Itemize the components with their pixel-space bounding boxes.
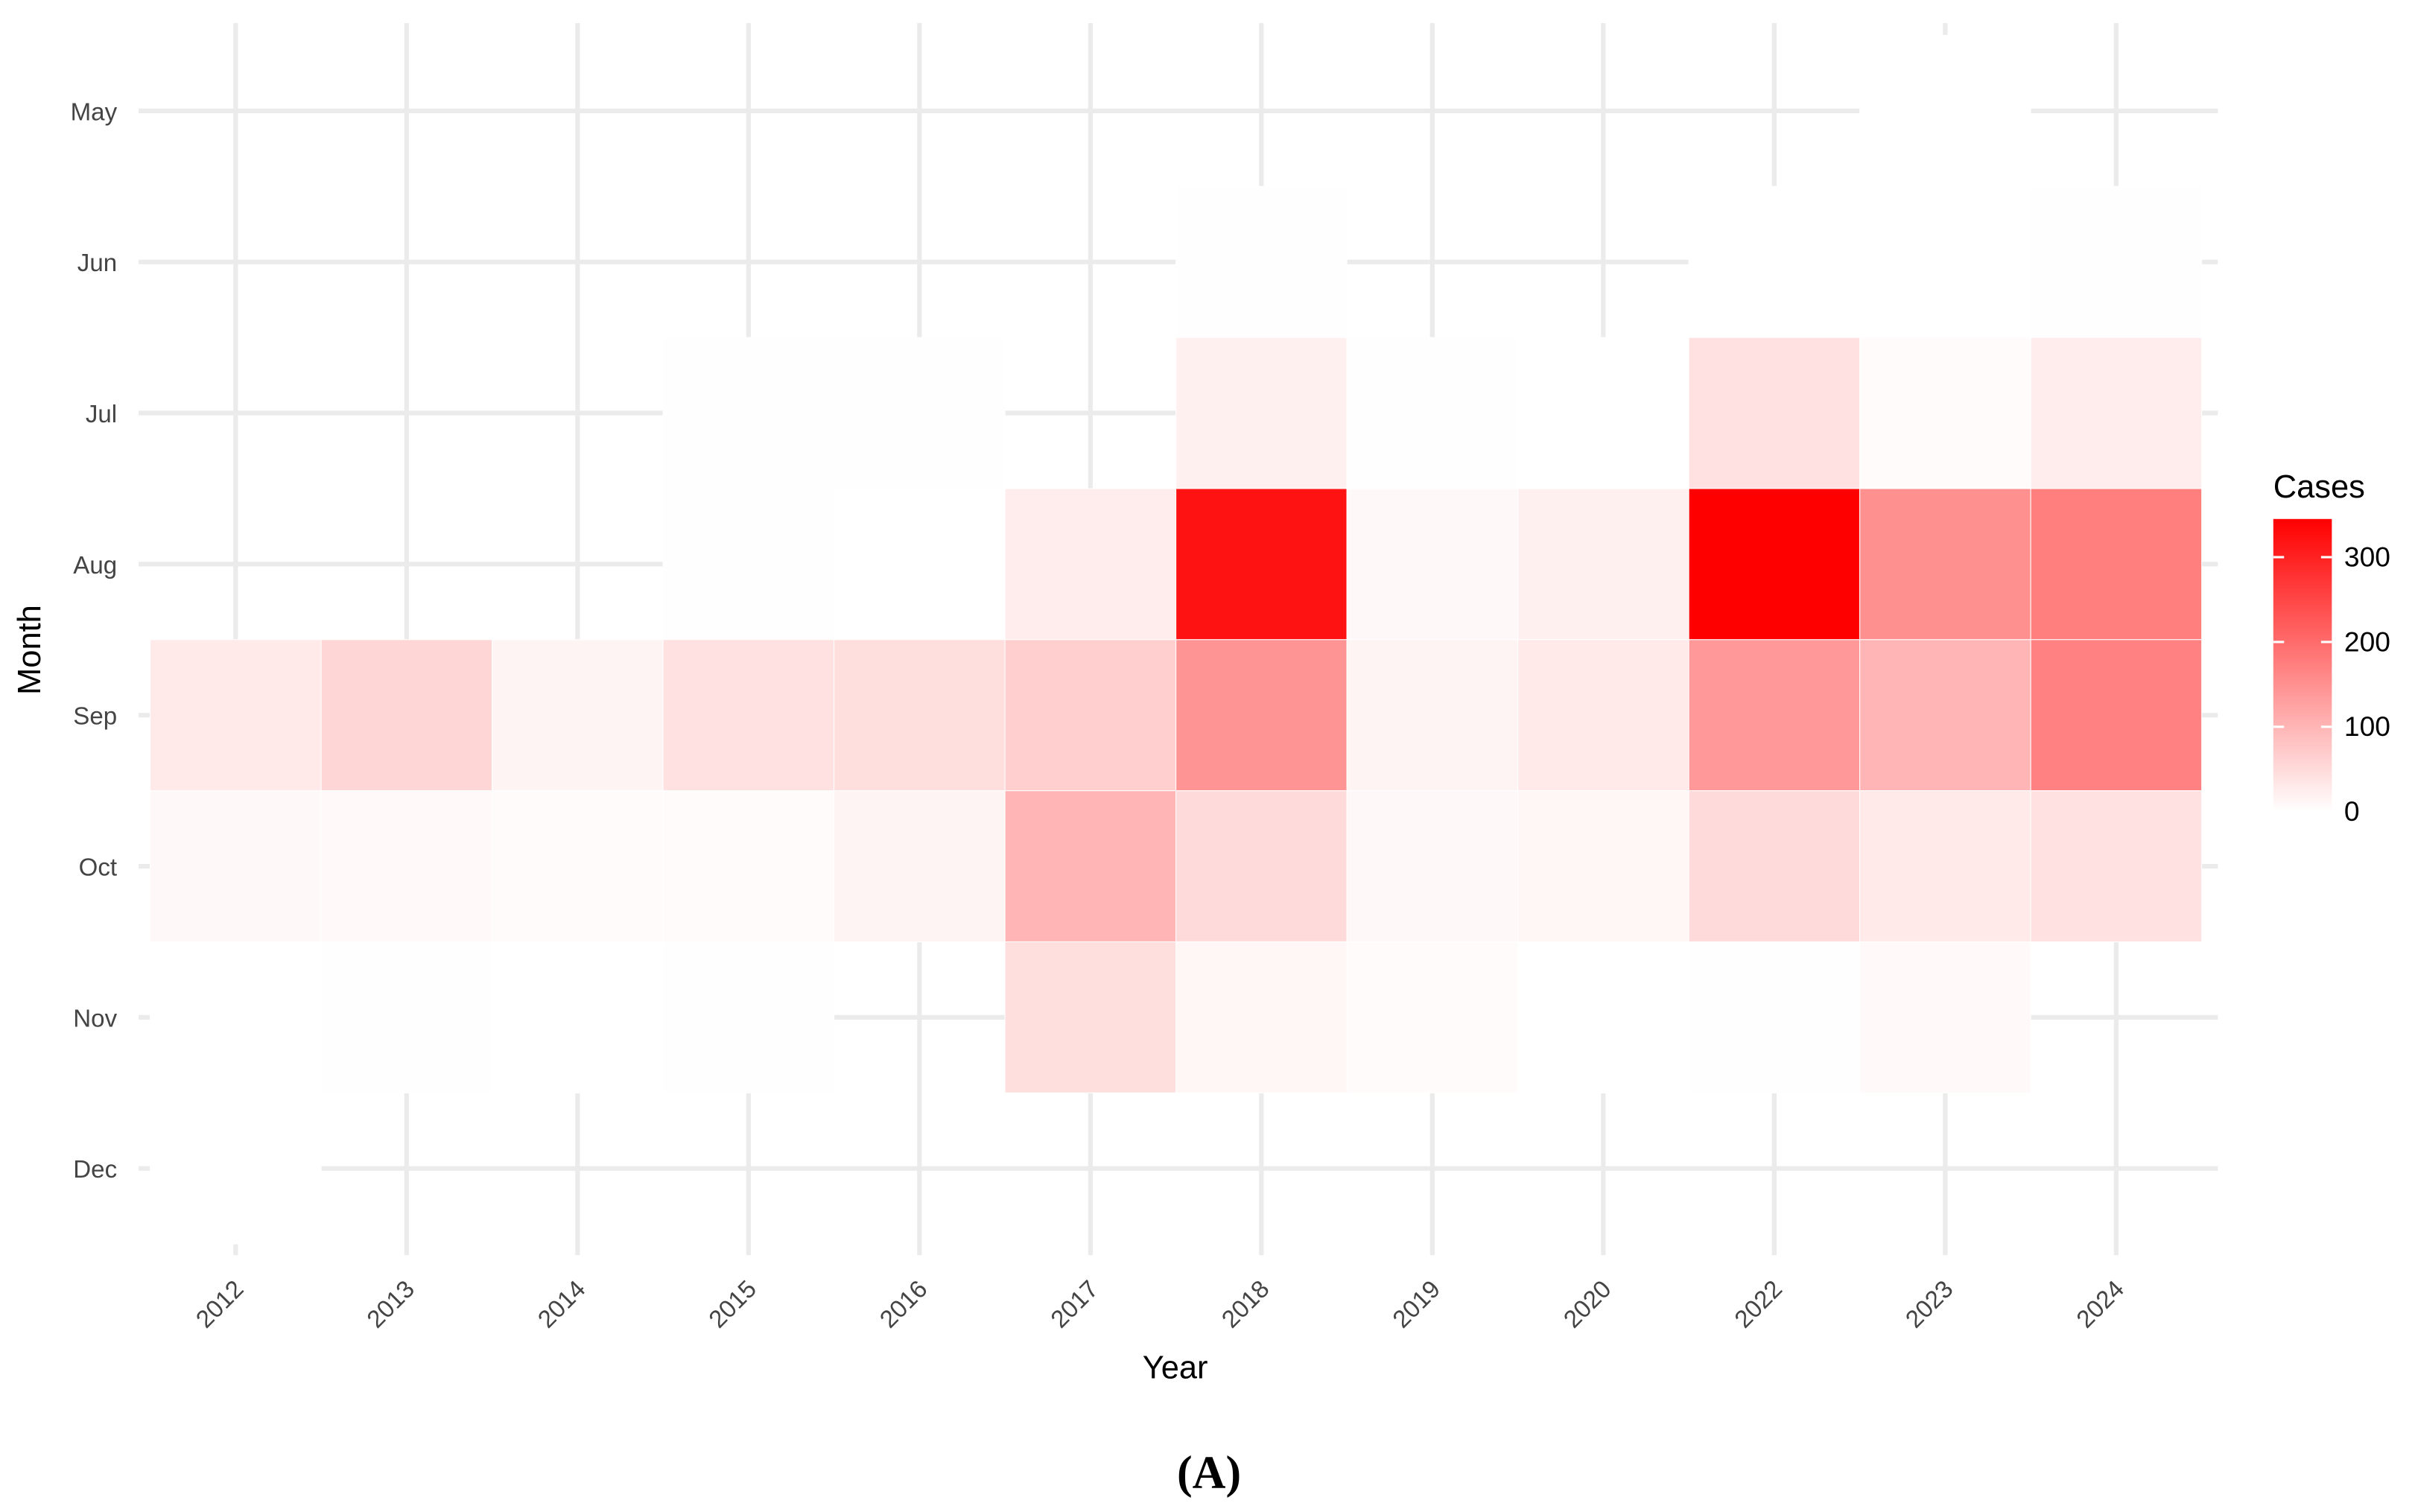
heat-tile [320, 941, 493, 1093]
y-tick-label: Sep [73, 703, 117, 731]
heat-tile [320, 639, 493, 792]
heat-tile [150, 790, 322, 942]
heat-tile [1346, 488, 1519, 641]
y-tick-label: May [71, 98, 118, 126]
heat-tile [1688, 639, 1861, 792]
heat-tile [492, 639, 664, 792]
heat-tile [150, 1092, 322, 1245]
x-tick-label: 2024 [2072, 1275, 2130, 1333]
heat-tile [1859, 185, 2031, 338]
y-tick-label: Jul [86, 401, 117, 428]
caption: (A) [1177, 1447, 1241, 1498]
x-tick-label: 2016 [875, 1275, 933, 1333]
x-tick-label: 2022 [1730, 1275, 1788, 1333]
heat-tile [1517, 941, 1689, 1093]
heat-tile [1175, 790, 1348, 942]
x-tick-label: 2020 [1558, 1275, 1616, 1333]
x-tick-label: 2014 [533, 1275, 591, 1333]
legend-title: Cases [2273, 469, 2365, 505]
heat-tile [1859, 34, 2031, 187]
heat-tile [1004, 941, 1177, 1093]
heat-tile [2030, 639, 2203, 792]
heat-tile [1859, 488, 2031, 641]
heat-tile [1175, 185, 1348, 338]
y-tick-label: Jun [77, 250, 117, 277]
heat-tile [1004, 639, 1177, 792]
x-tick-label: 2018 [1216, 1275, 1275, 1333]
heat-tile [150, 941, 322, 1093]
x-tick-label: 2019 [1388, 1275, 1446, 1333]
tiles [150, 34, 2203, 1245]
heat-tile [320, 790, 493, 942]
heat-tile [2030, 185, 2203, 338]
x-tick-label: 2017 [1046, 1275, 1104, 1333]
heat-tile [662, 488, 835, 641]
heat-tile [834, 639, 1006, 792]
heat-tile [1175, 941, 1348, 1093]
x-tick-label: 2012 [191, 1275, 249, 1333]
heat-tile [662, 337, 835, 489]
x-axis-title: Year [1143, 1350, 1208, 1386]
heat-tile [834, 337, 1006, 489]
heat-tile [834, 488, 1006, 641]
heat-tile [1517, 337, 1689, 489]
heat-tile [2030, 790, 2203, 942]
heat-tile [2030, 488, 2203, 641]
y-tick-label: Nov [73, 1005, 117, 1032]
heat-tile [1346, 941, 1519, 1093]
heat-tile [1175, 639, 1348, 792]
heat-tile [2030, 337, 2203, 489]
y-axis-title: Month [12, 605, 48, 695]
heat-tile [1859, 337, 2031, 489]
heat-tile [1004, 488, 1177, 641]
heat-tile [492, 790, 664, 942]
heat-tile [662, 639, 835, 792]
x-tick-label: 2015 [704, 1275, 762, 1333]
colorbar [2273, 518, 2332, 812]
colorbar-tick-label: 200 [2344, 626, 2390, 657]
colorbar-tick-label: 0 [2344, 795, 2360, 827]
heat-tile [1859, 790, 2031, 942]
heat-tile [150, 639, 322, 792]
heat-tile [1517, 639, 1689, 792]
heat-tile [1859, 941, 2031, 1093]
y-tick-label: Dec [73, 1156, 117, 1184]
heat-tile [1688, 790, 1861, 942]
heat-tile [1346, 639, 1519, 792]
heat-tile [1346, 337, 1519, 489]
heat-tile [1688, 488, 1861, 641]
x-tick-label: 2013 [362, 1275, 420, 1333]
heat-tile [834, 790, 1006, 942]
heat-tile [1175, 488, 1348, 641]
x-tick-label: 2023 [1900, 1275, 1958, 1333]
y-tick-label: Oct [79, 854, 117, 881]
heat-tile [1004, 790, 1177, 942]
heat-tile [1688, 185, 1861, 338]
colorbar-tick-label: 300 [2344, 541, 2390, 572]
heat-tile [1175, 337, 1348, 489]
heat-tile [662, 790, 835, 942]
heat-tile [1688, 337, 1861, 489]
heat-tile [662, 941, 835, 1093]
heat-tile [1346, 790, 1519, 942]
heat-tile [1517, 488, 1689, 641]
colorbar-tick-label: 100 [2344, 711, 2390, 742]
y-tick-label: Aug [73, 552, 117, 579]
heat-tile [1688, 941, 1861, 1093]
heat-tile [1859, 639, 2031, 792]
heat-tile [1517, 790, 1689, 942]
heat-tile [492, 941, 664, 1093]
